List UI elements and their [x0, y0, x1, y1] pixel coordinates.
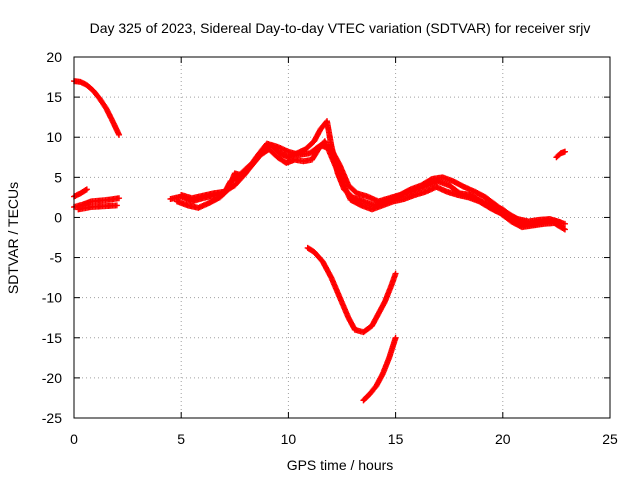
x-tick-label: 25 — [602, 431, 618, 447]
data-point — [560, 225, 567, 232]
data-point — [392, 270, 399, 277]
series-arc-negative-a — [304, 244, 399, 336]
data-point — [561, 148, 568, 155]
series-arc-early-low-a — [71, 195, 123, 211]
y-tick-label: -20 — [42, 370, 62, 386]
data-point — [392, 334, 399, 341]
data-points — [71, 78, 568, 404]
data-point — [113, 202, 120, 209]
data-point — [557, 219, 564, 226]
x-axis-title: GPS time / hours — [287, 457, 394, 473]
y-tick-label: 0 — [54, 209, 62, 225]
y-axis-title: SDTVAR / TECUs — [5, 182, 21, 294]
chart-title: Day 325 of 2023, Sidereal Day-to-day VTE… — [90, 20, 591, 36]
y-tick-label: -5 — [50, 250, 63, 266]
x-tick-label: 5 — [177, 431, 185, 447]
y-tick-label: 10 — [46, 129, 62, 145]
y-tick-label: -25 — [42, 410, 62, 426]
y-tick-label: -15 — [42, 330, 62, 346]
x-tick-label: 10 — [281, 431, 297, 447]
y-tick-label: 5 — [54, 169, 62, 185]
x-tick-label: 0 — [70, 431, 78, 447]
y-tick-label: -10 — [42, 290, 62, 306]
data-point — [83, 186, 90, 193]
y-tick-label: 15 — [46, 89, 62, 105]
data-point — [561, 226, 568, 233]
series-arc-negative-b — [360, 334, 399, 404]
series-arc-early-high — [71, 78, 123, 138]
series-arc-late-short — [553, 148, 568, 161]
data-point — [116, 131, 123, 138]
data-point — [116, 195, 123, 202]
x-tick-label: 15 — [388, 431, 404, 447]
data-point — [561, 220, 568, 227]
plot-frame — [73, 56, 611, 419]
series-arc-main-c — [178, 140, 564, 226]
series-arc-early-low-c — [75, 202, 120, 213]
ticks: 0 5 10 15 20 25 -25 -20 -15 -10 -5 0 5 10 15 20 — [42, 49, 618, 447]
x-tick-label: 20 — [495, 431, 511, 447]
y-tick-label: 20 — [46, 49, 62, 65]
